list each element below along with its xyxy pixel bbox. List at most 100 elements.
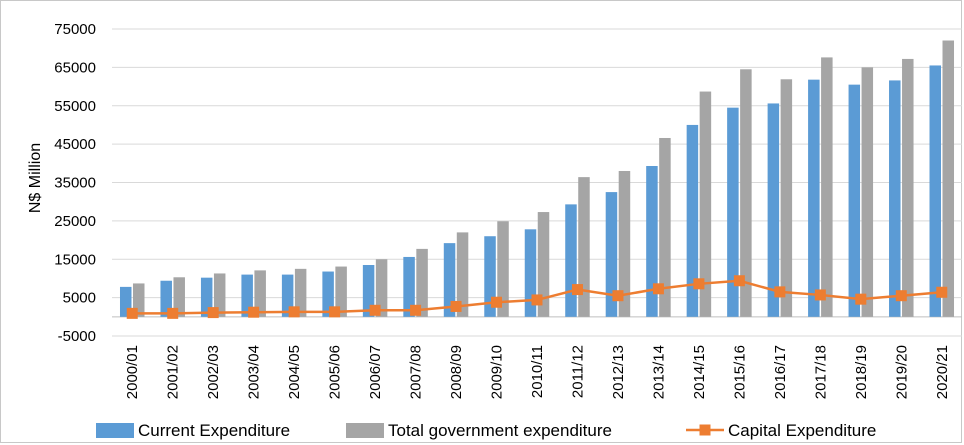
bar-total-2006-07 [375, 259, 388, 317]
x-tick-label: 2017/18 [812, 345, 829, 399]
bar-current-2016-17 [767, 103, 780, 317]
bar-total-2013-14 [659, 137, 671, 317]
x-tick-label: 2019/20 [893, 345, 910, 399]
bar-current-2002-03 [200, 277, 213, 317]
y-tick-label: 55000 [54, 98, 96, 115]
x-tick-label: 2008/09 [448, 345, 465, 399]
capital-point-2001-02 [167, 307, 179, 319]
capital-expenditure-line [126, 275, 948, 319]
bar-current-2012-13 [605, 192, 618, 317]
x-tick-label: 2014/15 [691, 345, 708, 399]
bar-total-2017-18 [821, 57, 833, 317]
capital-point-2011-12 [571, 284, 583, 296]
y-tick-label: 75000 [54, 21, 96, 38]
capital-point-2000-01 [126, 307, 138, 319]
bar-current-2014-15 [686, 124, 699, 317]
bar-total-2018-19 [861, 67, 874, 317]
bar-current-2013-14 [646, 165, 658, 317]
bar-current-2006-07 [362, 265, 375, 317]
capital-point-2004-05 [288, 306, 300, 318]
y-axis-ticks: -5000 5000 15000 25000 35000 45000 55000 65000 7… [54, 21, 96, 345]
capital-point-2008-09 [450, 300, 462, 312]
legend: Current Expenditure Total government exp… [96, 421, 876, 440]
bar-current-2009-10 [484, 236, 496, 317]
capital-point-2007-08 [410, 304, 422, 316]
bar-total-2011-12 [578, 177, 590, 317]
x-tick-label: 2018/19 [853, 345, 870, 399]
x-tick-label: 2013/14 [650, 345, 667, 399]
capital-point-2019-20 [895, 290, 907, 302]
x-tick-label: 2000/01 [124, 345, 141, 399]
bar-total-2005-06 [335, 266, 347, 317]
legend-swatch-current-expenditure [96, 423, 134, 438]
capital-point-2015-16 [733, 275, 745, 287]
bar-current-2015-16 [727, 107, 739, 317]
y-tick-label: -5000 [58, 328, 96, 345]
x-tick-label: 2001/02 [165, 345, 182, 399]
bar-total-2014-15 [699, 91, 712, 317]
legend-label-current-expenditure: Current Expenditure [138, 421, 290, 440]
capital-point-2010-11 [531, 294, 543, 306]
capital-point-2003-04 [248, 306, 260, 318]
capital-point-2002-03 [207, 307, 219, 319]
capital-point-2017-18 [814, 289, 826, 301]
legend-label-total-government-expenditure: Total government expenditure [388, 421, 612, 440]
x-tick-label: 2016/17 [772, 345, 789, 399]
x-tick-label: 2003/04 [246, 345, 263, 399]
x-tick-label: 2015/16 [731, 345, 748, 399]
bar-total-2010-11 [537, 212, 550, 317]
capital-point-2020-21 [936, 286, 948, 298]
bar-total-2016-17 [780, 79, 793, 317]
y-axis-label: N$ Million [27, 143, 44, 213]
x-tick-label: 2004/05 [286, 345, 303, 399]
capital-point-2009-10 [491, 296, 503, 308]
legend-label-capital-expenditure: Capital Expenditure [728, 421, 876, 440]
bar-current-2007-08 [403, 256, 415, 317]
bars [119, 40, 955, 317]
bar-total-2004-05 [294, 268, 307, 317]
bar-current-2005-06 [322, 271, 334, 317]
bar-current-2010-11 [524, 229, 537, 317]
bar-current-2004-05 [281, 274, 294, 317]
capital-point-2014-15 [693, 278, 705, 290]
bar-current-2001-02 [160, 280, 172, 317]
legend-marker-capital-expenditure [699, 424, 711, 436]
bar-total-2003-04 [254, 270, 266, 317]
bar-current-2003-04 [241, 274, 253, 317]
x-tick-label: 2010/11 [529, 345, 546, 398]
x-tick-label: 2009/10 [489, 345, 506, 399]
y-tick-label: 35000 [54, 175, 96, 192]
x-tick-label: 2012/13 [610, 345, 627, 399]
bar-current-2020-21 [929, 65, 942, 317]
capital-point-2012-13 [612, 290, 624, 302]
bar-total-2001-02 [173, 277, 185, 317]
bar-current-2011-12 [565, 204, 577, 317]
bar-current-2017-18 [808, 79, 820, 317]
x-axis-ticks: 2000/01 2001/02 2002/03 2003/04 2004/05 2005/… [124, 345, 951, 399]
bar-total-2002-03 [213, 273, 226, 317]
bar-total-2015-16 [740, 69, 752, 317]
x-tick-label: 2006/07 [367, 345, 384, 399]
capital-point-2006-07 [369, 304, 381, 316]
bar-current-2008-09 [443, 243, 456, 317]
gridlines [112, 28, 962, 337]
x-tick-label: 2011/12 [569, 345, 586, 398]
capital-point-2005-06 [329, 306, 341, 318]
capital-point-2018-19 [855, 293, 867, 305]
bar-total-2009-10 [497, 221, 509, 317]
y-tick-label: 5000 [63, 290, 96, 307]
bar-total-2000-01 [132, 283, 145, 317]
y-tick-label: 25000 [54, 213, 96, 230]
bar-current-2018-19 [848, 84, 861, 317]
bar-total-2007-08 [416, 248, 428, 317]
y-tick-label: 45000 [54, 136, 96, 153]
bar-current-2000-01 [119, 286, 132, 317]
x-tick-label: 2007/08 [408, 345, 425, 399]
y-tick-label: 65000 [54, 59, 96, 76]
x-tick-label: 2005/06 [327, 345, 344, 399]
bar-total-2019-20 [902, 58, 914, 317]
bar-total-2020-21 [942, 40, 955, 317]
bar-total-2008-09 [456, 232, 469, 317]
